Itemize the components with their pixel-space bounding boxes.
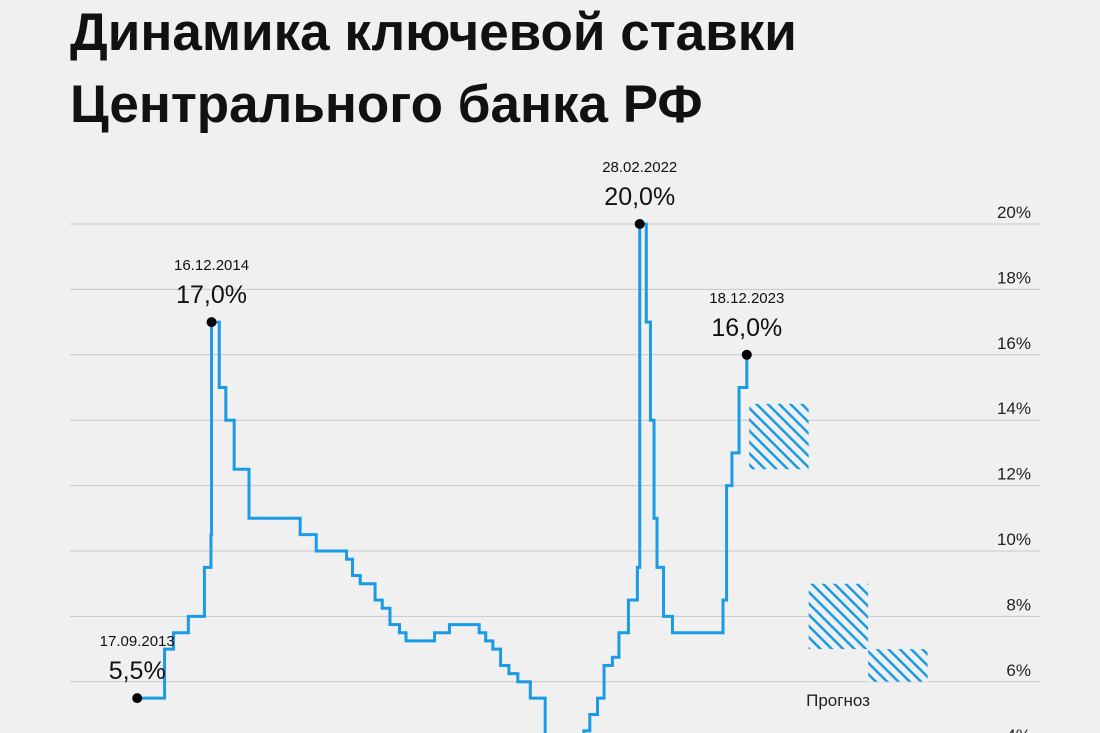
annotation-date: 18.12.2023: [709, 290, 784, 307]
annotation-value: 5,5%: [109, 657, 166, 685]
forecast-range: [868, 649, 928, 682]
y-tick-label: 18%: [997, 268, 1031, 287]
y-tick-label: 12%: [997, 465, 1031, 484]
y-tick-label: 10%: [997, 530, 1031, 549]
annotation-dot: [741, 349, 752, 360]
forecast-range: [808, 583, 869, 650]
chart-title: Динамика ключевой ставки: [70, 3, 797, 62]
annotation-date: 28.02.2022: [602, 159, 677, 176]
y-tick-label: 20%: [997, 203, 1031, 222]
annotation-date: 16.12.2014: [174, 257, 249, 274]
y-tick-label: 8%: [1006, 595, 1031, 614]
annotation-value: 20,0%: [604, 183, 675, 211]
y-tick-label: 4%: [1006, 726, 1031, 733]
forecast-label: Прогноз: [806, 691, 870, 710]
y-tick-label: 14%: [997, 399, 1031, 418]
annotation-dot: [206, 317, 217, 328]
annotation-date: 17.09.2013: [100, 633, 175, 650]
annotation-dot: [132, 693, 143, 704]
annotation-value: 17,0%: [176, 281, 247, 309]
annotation-dot: [634, 219, 645, 229]
y-tick-label: 6%: [1006, 661, 1031, 680]
y-tick-label: 16%: [997, 334, 1031, 353]
annotation-value: 16,0%: [711, 314, 782, 342]
forecast-range: [749, 403, 809, 470]
chart-title: Центрального банка РФ: [70, 75, 703, 134]
step-riser: [163, 224, 749, 733]
